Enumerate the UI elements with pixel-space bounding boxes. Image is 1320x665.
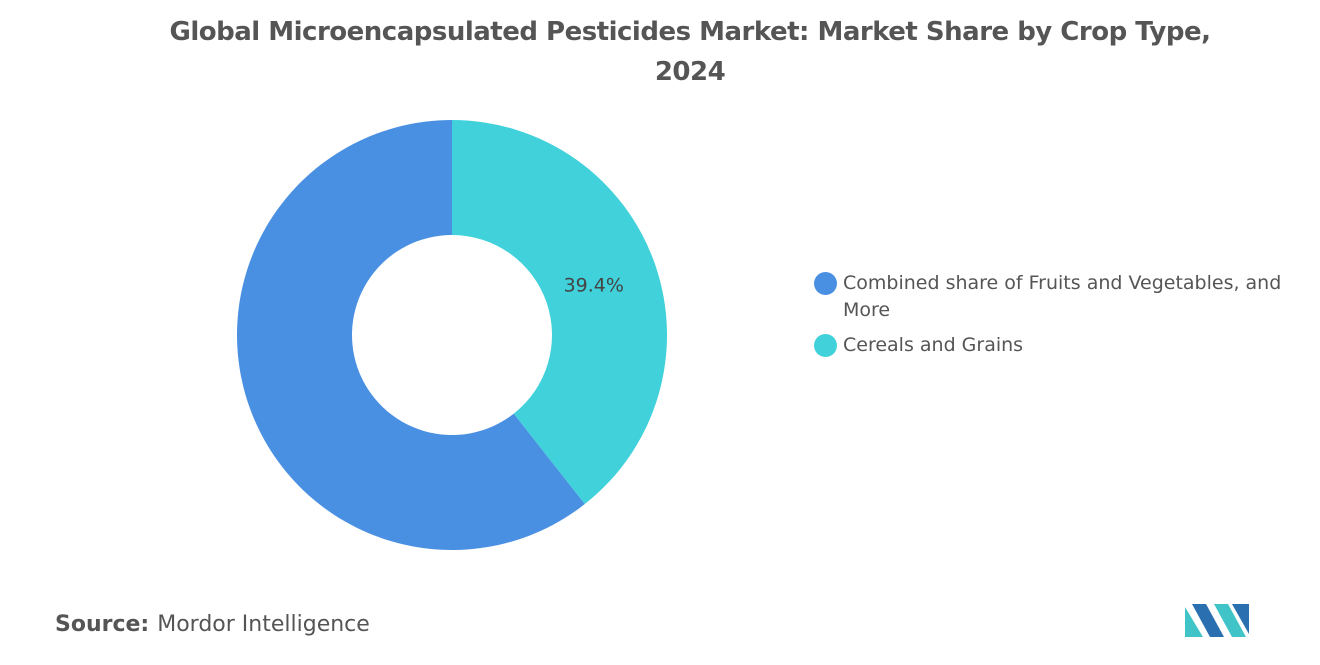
source-text: Mordor Intelligence — [157, 612, 370, 637]
legend-label: Cereals and Grains — [843, 334, 1024, 356]
legend-item: Combined share of Fruits and Vegetables,… — [814, 270, 1283, 324]
data-label: 39.4% — [564, 274, 624, 296]
legend-item: Cereals and Grains — [814, 332, 1283, 359]
source: Source: Mordor Intelligence — [55, 612, 370, 637]
donut-slice — [452, 120, 667, 505]
legend-swatch — [814, 334, 837, 357]
legend: Combined share of Fruits and Vegetables,… — [814, 270, 1283, 367]
chart-title: Global Microencapsulated Pesticides Mark… — [169, 17, 1211, 87]
logo — [1185, 604, 1249, 637]
source-label: Source: — [55, 612, 150, 637]
legend-swatch — [814, 272, 837, 295]
donut-slice — [236, 120, 585, 551]
legend-label: Combined share of Fruits and Vegetables,… — [843, 272, 1282, 321]
